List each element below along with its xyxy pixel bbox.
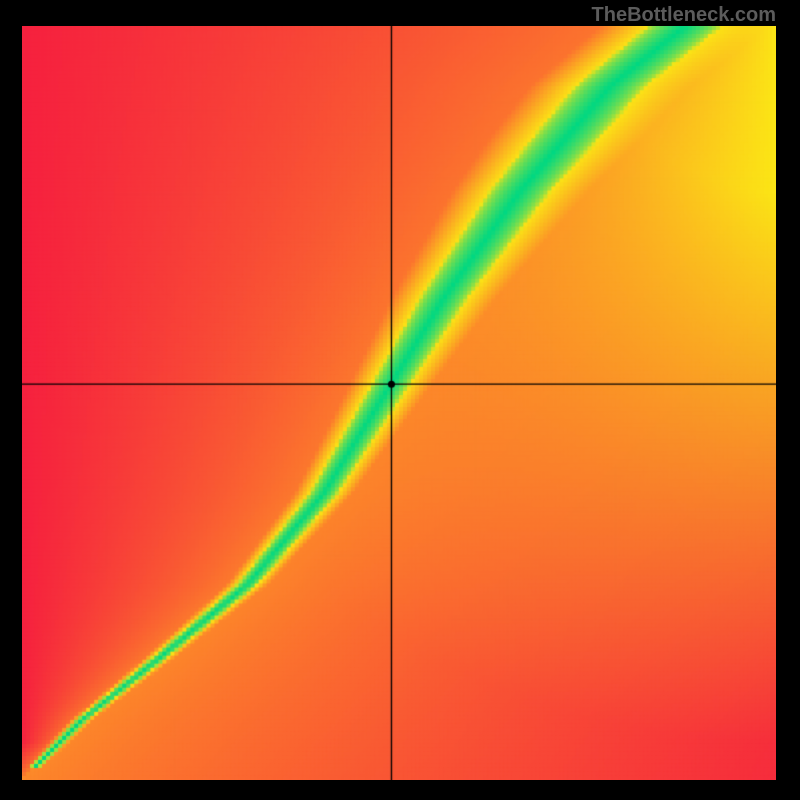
bottleneck-heatmap xyxy=(22,26,776,780)
chart-container: TheBottleneck.com xyxy=(0,0,800,800)
attribution-watermark: TheBottleneck.com xyxy=(592,4,776,27)
